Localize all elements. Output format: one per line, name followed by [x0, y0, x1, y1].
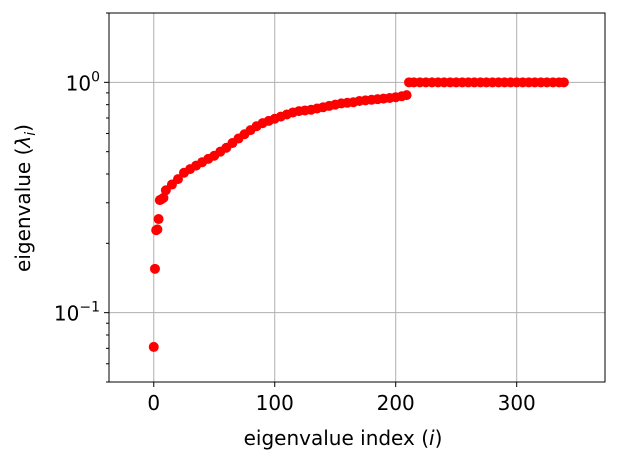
- data-point: [401, 90, 412, 101]
- data-point: [148, 341, 159, 352]
- data-point: [558, 77, 569, 88]
- y-tick-labels: 10−1 100: [54, 69, 100, 325]
- axis-ticks: [104, 12, 518, 387]
- grid: [109, 13, 605, 382]
- y-tick-label: 10−1: [54, 300, 100, 326]
- y-tick-label: 100: [66, 69, 100, 95]
- x-axis-label: eigenvalue index (i): [244, 426, 443, 450]
- x-tick-label: 100: [256, 391, 294, 415]
- plot-frame: [108, 12, 606, 383]
- x-tick-label: 0: [147, 391, 160, 415]
- data-point: [172, 174, 183, 185]
- data-point: [152, 224, 163, 235]
- data-point: [149, 263, 160, 274]
- x-tick-label: 200: [377, 391, 415, 415]
- x-tick-label: 300: [498, 391, 536, 415]
- data-points: [148, 77, 569, 352]
- data-point: [158, 192, 169, 203]
- data-point: [153, 214, 164, 225]
- y-axis-label: eigenvalue (λi): [11, 124, 39, 272]
- x-tick-labels: 0 100 200 300: [147, 391, 535, 415]
